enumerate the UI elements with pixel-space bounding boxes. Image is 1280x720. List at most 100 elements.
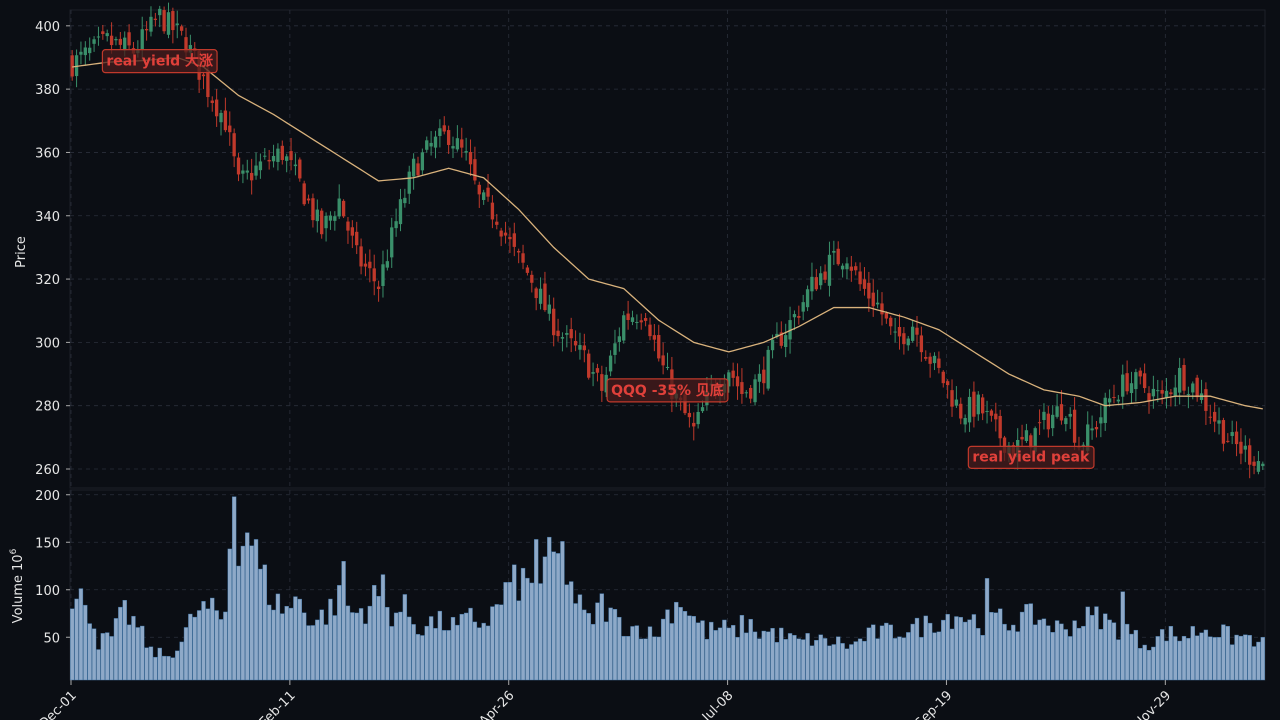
candle-body (123, 37, 127, 51)
candle-body (70, 55, 74, 77)
volume-bar (1041, 618, 1047, 681)
candle-body (1147, 393, 1151, 401)
volume-bar (923, 615, 928, 681)
candle-body (512, 233, 516, 247)
volume-bar (980, 635, 985, 681)
candle-body (245, 170, 249, 173)
candle-body (534, 288, 538, 299)
volume-bar (253, 539, 259, 681)
candle-body (884, 312, 889, 319)
volume-bar (1085, 606, 1090, 681)
candle-body (1059, 404, 1064, 421)
volume-bar (822, 638, 828, 681)
volume-bar (310, 625, 316, 681)
candle-body (1029, 435, 1033, 448)
volume-bar (582, 609, 587, 681)
candle-body (403, 197, 407, 204)
volume-bar (1173, 636, 1178, 681)
candle-body (280, 145, 284, 160)
volume-bar (227, 548, 232, 681)
annotation-text: real yield 大涨 (106, 53, 213, 70)
candle-body (727, 372, 731, 387)
x-tick-label: Jul-08 (699, 688, 736, 720)
volume-bar (608, 607, 613, 681)
volume-bar (1230, 644, 1235, 681)
volume-bar (1019, 611, 1025, 681)
candle-body (223, 110, 228, 131)
volume-bar (901, 637, 907, 681)
annotation: real yield 大涨 (101, 49, 218, 74)
candle-body (657, 335, 661, 359)
candle-body (486, 187, 490, 197)
candle-body (1037, 422, 1042, 424)
candle-body (696, 411, 700, 425)
volume-axis-label: Volume106 (9, 548, 26, 623)
candle-body (959, 403, 963, 419)
candle-body (744, 392, 748, 394)
candle-body (613, 343, 617, 355)
volume-bar (1155, 636, 1160, 681)
volume-bar (976, 628, 981, 681)
candle-body (937, 358, 941, 368)
volume-bar (954, 616, 959, 681)
volume-bar (275, 593, 281, 681)
volume-bar (271, 609, 276, 681)
candle-body (83, 47, 87, 56)
candle-body (460, 139, 464, 148)
volume-bar (161, 655, 167, 681)
candle-body (79, 51, 83, 55)
volume-bar (1006, 630, 1012, 681)
candle-body (788, 320, 792, 340)
volume-bar (1116, 639, 1121, 681)
candle-body (416, 163, 420, 176)
candle-body (538, 288, 543, 304)
candle-body (1125, 373, 1129, 392)
candle-body (1226, 440, 1230, 442)
volume-bar (1243, 634, 1248, 681)
volume-bar (494, 604, 499, 681)
candle-body (810, 276, 814, 292)
candle-body (508, 236, 512, 240)
candle-body (617, 336, 622, 343)
candle-body (1169, 392, 1173, 395)
volume-bar (897, 636, 902, 681)
volume-bar (157, 647, 162, 681)
volume-bar (906, 632, 911, 681)
candle-body (630, 317, 635, 322)
volume-bar (1203, 629, 1209, 681)
candle-body (954, 399, 959, 406)
candle-body (1121, 374, 1125, 397)
volume-bar (442, 630, 447, 681)
candle-body (184, 37, 188, 53)
candle-body (1099, 417, 1103, 424)
candle-body (477, 184, 481, 195)
volume-bar (87, 623, 92, 681)
volume-bar (783, 639, 788, 681)
volume-bar (774, 642, 780, 681)
volume-bar (1129, 633, 1134, 681)
candle-body (1261, 463, 1265, 467)
volume-bar (135, 627, 141, 681)
annotation-box (606, 378, 729, 403)
candle-body (1204, 389, 1208, 411)
volume-bar (201, 601, 206, 681)
volume-bar (884, 622, 889, 681)
volume-bar (1159, 629, 1165, 681)
volume-bar (463, 612, 469, 681)
candle-body (1081, 444, 1086, 446)
volume-bar (323, 624, 329, 681)
candle-body (232, 133, 236, 157)
candle-body (411, 158, 416, 177)
price-tick-label: 360 (35, 146, 60, 161)
volume-bar (1068, 636, 1073, 681)
volume-bar (126, 624, 132, 681)
volume-bar (214, 610, 219, 681)
volume-bar (744, 632, 749, 681)
candle-body (805, 289, 810, 308)
volume-bar (542, 556, 548, 681)
volume-bar (420, 635, 425, 681)
candle-body (582, 345, 586, 351)
volume-bar (665, 609, 670, 681)
candle-body (320, 210, 324, 235)
